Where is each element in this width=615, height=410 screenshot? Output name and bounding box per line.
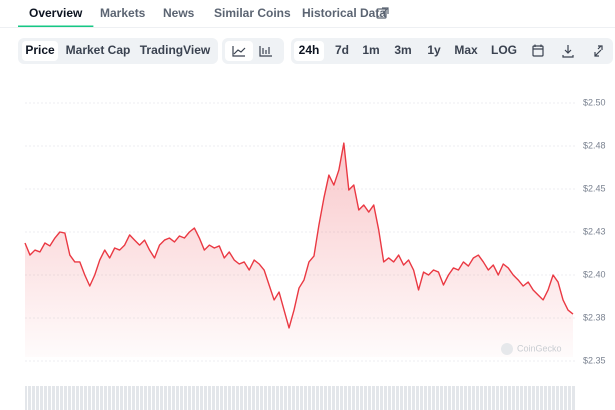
range-button[interactable]: 1y (427, 43, 441, 57)
range-button[interactable]: Max (454, 43, 478, 57)
price-line (24, 142, 574, 329)
download-icon[interactable] (562, 45, 574, 58)
active-button-bg (22, 41, 58, 61)
view-button[interactable]: Price (25, 43, 55, 57)
tab[interactable]: Markets (100, 6, 146, 20)
range-button[interactable]: 24h (299, 43, 320, 57)
range-button[interactable]: LOG (491, 43, 517, 57)
range-button[interactable]: 7d (335, 43, 349, 57)
y-tick-label: $2.43 (583, 226, 606, 236)
range-button[interactable]: 3m (394, 43, 411, 57)
active-button-bg (294, 41, 324, 61)
price-chart: $2.50 $2.48 $2.45 $2.43 $2.40 $2.38 $2.35 (24, 97, 606, 365)
tab[interactable]: Overview (29, 6, 83, 20)
external-link-icon (376, 7, 389, 19)
line-chart-icon[interactable] (225, 41, 253, 61)
view-button[interactable]: TradingView (140, 43, 211, 57)
price-area (25, 143, 573, 357)
volume-strip (25, 386, 575, 410)
active-tab-underline (18, 25, 94, 28)
expand-icon[interactable] (594, 45, 603, 57)
view-button[interactable]: Market Cap (66, 43, 131, 57)
tab[interactable]: Historical Data (302, 6, 386, 20)
toolbar: Price Market Cap TradingView 24h 7d 1m 3m 1y Max… (22, 41, 517, 61)
range-button[interactable]: 1m (362, 43, 379, 57)
tab[interactable]: News (163, 6, 195, 20)
y-tick-label: $2.40 (583, 269, 606, 279)
y-tick-label: $2.35 (583, 355, 606, 365)
candle-chart-icon[interactable] (259, 46, 272, 57)
view-group (18, 38, 218, 64)
watermark: CoinGecko (517, 343, 562, 353)
y-tick-label: $2.48 (583, 140, 606, 150)
watermark-logo (501, 343, 513, 355)
y-tick-label: $2.50 (583, 97, 606, 107)
tab-bar: Overview Markets News Similar Coins Historic… (18, 6, 386, 28)
range-group (291, 38, 613, 64)
y-tick-label: $2.38 (583, 312, 606, 322)
calendar-icon[interactable] (532, 44, 544, 57)
y-tick-label: $2.45 (583, 183, 606, 193)
tab[interactable]: Similar Coins (214, 6, 291, 20)
